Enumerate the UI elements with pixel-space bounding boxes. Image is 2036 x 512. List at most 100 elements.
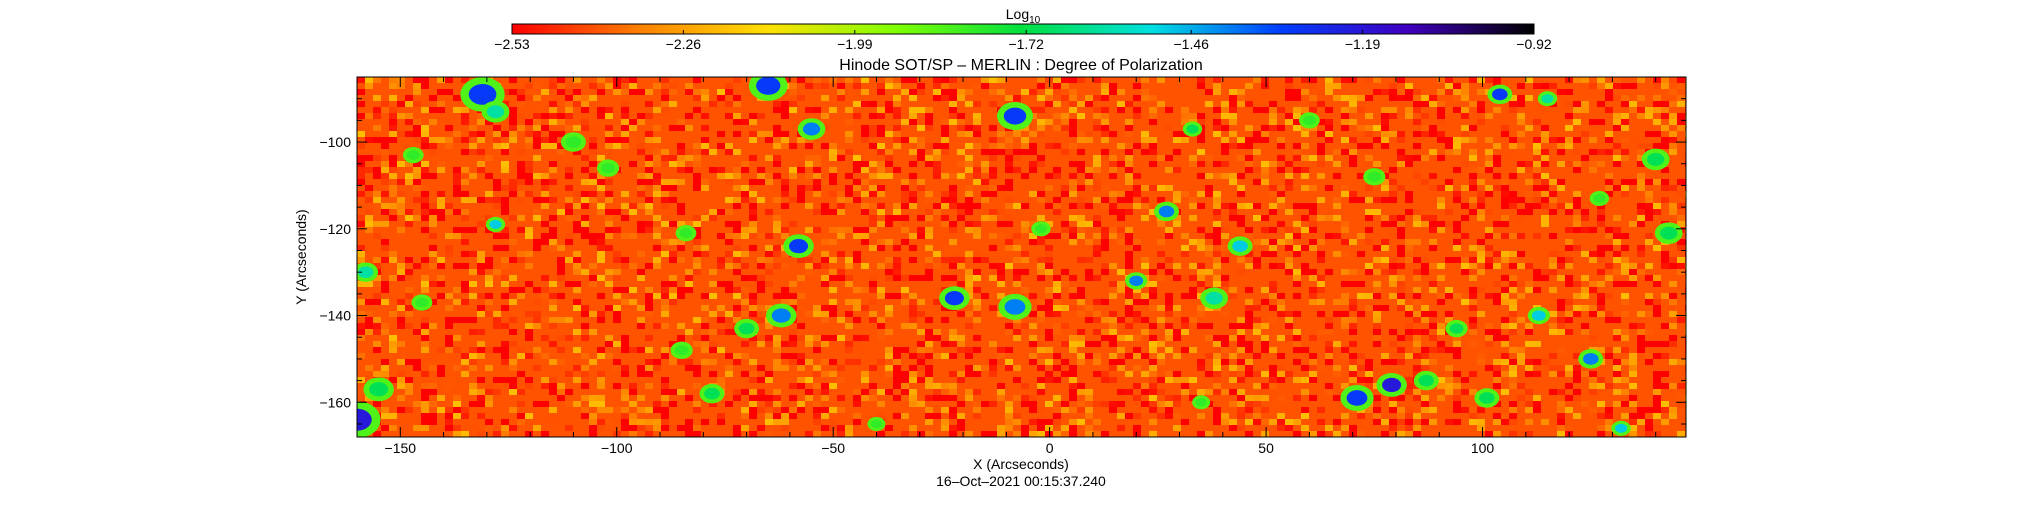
heatmap-cell <box>1053 197 1061 203</box>
heatmap-cell <box>1165 269 1173 275</box>
heatmap-cell <box>1597 257 1605 263</box>
heatmap-cell <box>1389 215 1397 221</box>
heatmap-cell <box>1621 335 1629 341</box>
heatmap-cell <box>1165 395 1173 401</box>
heatmap-cell <box>1621 293 1629 299</box>
heatmap-cell <box>733 389 741 395</box>
heatmap-cell <box>1293 329 1301 335</box>
heatmap-cell <box>765 281 773 287</box>
heatmap-cell <box>637 221 645 227</box>
heatmap-cell <box>805 107 813 113</box>
heatmap-cell <box>709 215 717 221</box>
heatmap-cell <box>797 293 805 299</box>
heatmap-cell <box>869 275 877 281</box>
heatmap-cell <box>589 263 597 269</box>
heatmap-cell <box>413 77 421 83</box>
heatmap-cell <box>1349 317 1357 323</box>
heatmap-cell <box>541 191 549 197</box>
heatmap-cell <box>1373 311 1381 317</box>
heatmap-cell <box>957 203 965 209</box>
heatmap-cell <box>1157 341 1165 347</box>
heatmap-cell <box>1013 329 1021 335</box>
heatmap-cell <box>669 251 677 257</box>
heatmap-cell <box>589 179 597 185</box>
heatmap-cell <box>1661 263 1669 269</box>
heatmap-cell <box>1253 317 1261 323</box>
heatmap-cell <box>821 113 829 119</box>
heatmap-cell <box>829 371 837 377</box>
heatmap-cell <box>693 161 701 167</box>
heatmap-cell <box>1109 329 1117 335</box>
heatmap-cell <box>461 227 469 233</box>
heatmap-cell <box>1597 221 1605 227</box>
heatmap-cell <box>1573 227 1581 233</box>
heatmap-cell <box>605 137 613 143</box>
heatmap-cell <box>1317 311 1325 317</box>
heatmap-cell <box>1621 245 1629 251</box>
heatmap-cell <box>1557 143 1565 149</box>
heatmap-cell <box>413 179 421 185</box>
heatmap-cell <box>637 389 645 395</box>
heatmap-cell <box>1637 203 1645 209</box>
heatmap-cell <box>1093 179 1101 185</box>
heatmap-cell <box>1165 335 1173 341</box>
heatmap-cell <box>565 125 573 131</box>
heatmap-cell <box>1405 245 1413 251</box>
heatmap-cell <box>1013 149 1021 155</box>
heatmap-cell <box>1565 245 1573 251</box>
heatmap-cell <box>757 233 765 239</box>
heatmap-cell <box>413 359 421 365</box>
heatmap-cell <box>701 347 709 353</box>
heatmap-cell <box>1365 77 1373 83</box>
heatmap-cell <box>781 251 789 257</box>
heatmap-cell <box>957 215 965 221</box>
heatmap-cell <box>1349 119 1357 125</box>
heatmap-cell <box>901 227 909 233</box>
heatmap-cell <box>1461 269 1469 275</box>
heatmap-cell <box>901 179 909 185</box>
heatmap-cell <box>1237 365 1245 371</box>
heatmap-cell <box>1517 83 1525 89</box>
heatmap-cell <box>1357 101 1365 107</box>
heatmap-cell <box>557 275 565 281</box>
heatmap-cell <box>973 173 981 179</box>
heatmap-cell <box>645 263 653 269</box>
heatmap-cell <box>461 149 469 155</box>
heatmap-cell <box>1317 119 1325 125</box>
heatmap-cell <box>1581 323 1589 329</box>
heatmap-cell <box>1397 263 1405 269</box>
heatmap-cell <box>1117 335 1125 341</box>
heatmap-cell <box>1221 107 1229 113</box>
heatmap-cell <box>925 419 933 425</box>
heatmap-cell <box>1037 239 1045 245</box>
heatmap-cell <box>1397 245 1405 251</box>
heatmap-cell <box>1133 413 1141 419</box>
heatmap-cell <box>1309 107 1317 113</box>
heatmap-cell <box>1301 89 1309 95</box>
heatmap-cell <box>1101 269 1109 275</box>
heatmap-cell <box>381 107 389 113</box>
heatmap-cell <box>573 77 581 83</box>
heatmap-cell <box>1533 173 1541 179</box>
heatmap-cell <box>1573 353 1581 359</box>
heatmap-cell <box>973 203 981 209</box>
heatmap-cell <box>733 203 741 209</box>
heatmap-cell <box>717 143 725 149</box>
heatmap-cell <box>597 401 605 407</box>
heatmap-cell <box>1285 83 1293 89</box>
heatmap-cell <box>1141 317 1149 323</box>
heatmap-cell <box>1605 317 1613 323</box>
heatmap-cell <box>1285 233 1293 239</box>
heatmap-cell <box>845 257 853 263</box>
heatmap-cell <box>1189 161 1197 167</box>
heatmap-cell <box>1397 227 1405 233</box>
heatmap-cell <box>573 101 581 107</box>
heatmap-cell <box>1133 383 1141 389</box>
heatmap-cell <box>445 425 453 431</box>
heatmap-cell <box>701 359 709 365</box>
heatmap-cell <box>1285 89 1293 95</box>
heatmap-cell <box>749 179 757 185</box>
heatmap-cell <box>1677 215 1685 221</box>
heatmap-cell <box>1053 203 1061 209</box>
heatmap-cell <box>1085 137 1093 143</box>
